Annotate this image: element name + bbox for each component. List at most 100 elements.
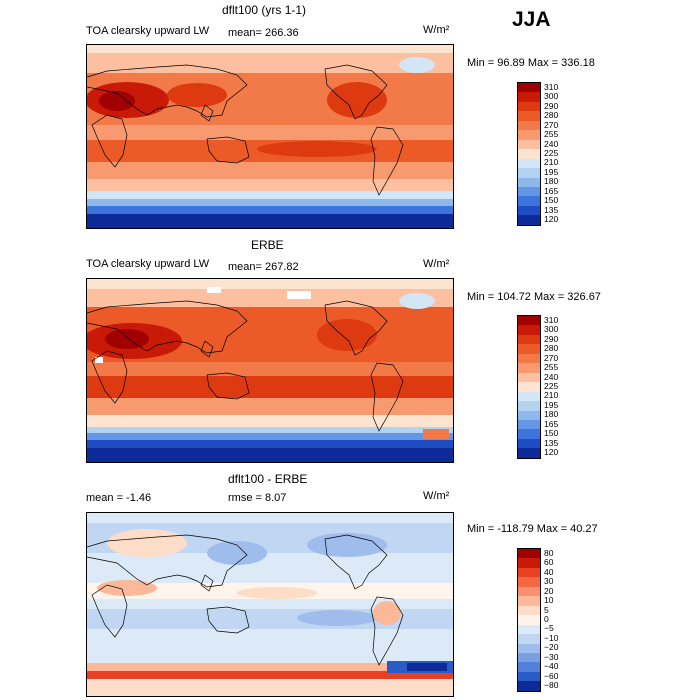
colorbar-level-label: −80 [544,680,559,691]
colorbar-level-label: 135 [544,204,559,215]
colorbar-level-label: 180 [544,176,559,187]
panel1-mean: mean= 266.36 [228,27,299,39]
colorbar-swatch [518,429,540,439]
panel1-colorbar [517,82,541,226]
colorbar-level-label: 165 [544,185,559,196]
panel3-mean: mean = -1.46 [86,492,152,504]
colorbar-swatch [518,634,540,644]
colorbar-swatch [518,615,540,625]
colorbar-level-label: 300 [544,324,559,335]
panel2-title: ERBE [251,238,284,252]
colorbar-swatch [518,139,540,150]
panel1-map [86,44,454,229]
colorbar-level-label: 30 [544,576,554,587]
colorbar-level-label: 270 [544,352,559,363]
colorbar-level-label: 210 [544,157,559,168]
colorbar-level-label: 150 [544,428,559,439]
panel2-variable-label: TOA clearsky upward LW [86,258,210,270]
colorbar-swatch [518,120,540,131]
colorbar-swatch [518,419,540,430]
colorbar-level-label: −5 [544,623,554,634]
colorbar-level-label: 300 [544,91,559,102]
colorbar-swatch [518,567,540,578]
colorbar-level-label: 240 [544,371,559,382]
colorbar-level-label: 290 [544,333,559,344]
colorbar-level-label: 150 [544,195,559,206]
colorbar-swatch [518,448,540,458]
panel3-minmax: Min = -118.79 Max = 40.27 [467,523,598,535]
colorbar-swatch [518,130,540,140]
colorbar-swatch [518,92,540,102]
colorbar-swatch [518,681,540,691]
colorbar-level-label: 310 [544,81,559,92]
colorbar-level-label: 60 [544,557,554,568]
colorbar-level-label: 195 [544,166,559,177]
colorbar-level-label: 135 [544,437,559,448]
colorbar-level-label: 195 [544,399,559,410]
colorbar-swatch [518,391,540,402]
colorbar-swatch [518,586,540,597]
colorbar-swatch [518,149,540,159]
colorbar-level-label: 290 [544,100,559,111]
colorbar-level-label: 180 [544,409,559,420]
colorbar-swatch [518,205,540,216]
colorbar-level-label: 5 [544,604,549,615]
colorbar-swatch [518,177,540,187]
panel3-map [86,512,454,697]
colorbar-level-label: 225 [544,381,559,391]
colorbar-level-label: −20 [544,642,559,653]
colorbar-level-label: 210 [544,390,559,401]
colorbar-level-label: 280 [544,110,559,121]
season-label: JJA [512,8,551,31]
panel1-variable-label: TOA clearsky upward LW [86,25,210,37]
panel1-minmax: Min = 96.89 Max = 336.18 [467,57,595,69]
colorbar-swatch [518,652,540,663]
colorbar-swatch [518,316,540,326]
colorbar-swatch [518,605,540,616]
colorbar-swatch [518,158,540,169]
colorbar-swatch [518,401,540,411]
panel3-units: W/m² [423,490,450,502]
colorbar-level-label: 280 [544,343,559,354]
colorbar-level-label: −10 [544,632,559,643]
colorbar-swatch [518,215,540,225]
colorbar-swatch [518,382,540,392]
panel2-minmax: Min = 104.72 Max = 326.67 [467,291,601,303]
colorbar-swatch [518,344,540,354]
colorbar-level-label: 120 [544,214,559,225]
colorbar-swatch [518,363,540,373]
colorbar-swatch [518,577,540,587]
colorbar-level-label: −30 [544,651,559,662]
colorbar-swatch [518,101,540,112]
colorbar-swatch [518,111,540,121]
colorbar-swatch [518,643,540,653]
colorbar-level-label: 255 [544,129,559,140]
panel1-title: dflt100 (yrs 1-1) [222,3,307,17]
colorbar-swatch [518,558,540,568]
colorbar-swatch [518,325,540,335]
panel2-map [86,278,454,463]
colorbar-level-label: 0 [544,614,549,624]
panel3-title: dflt100 - ERBE [228,472,308,486]
colorbar-swatch [518,671,540,682]
colorbar-level-label: 10 [544,595,554,606]
colorbar-level-label: 225 [544,148,559,158]
colorbar-swatch [518,549,540,559]
colorbar-swatch [518,596,540,606]
colorbar-level-label: 80 [544,547,554,558]
colorbar-swatch [518,334,540,345]
colorbar-level-label: 20 [544,585,554,596]
colorbar-swatch [518,372,540,383]
colorbar-level-label: 120 [544,447,559,458]
colorbar-swatch [518,196,540,206]
colorbar-swatch [518,168,540,178]
panel2-mean: mean= 267.82 [228,261,299,273]
colorbar-level-label: −40 [544,661,559,672]
panel2-units: W/m² [423,258,450,270]
colorbar-swatch [518,353,540,364]
colorbar-level-label: 40 [544,566,554,577]
colorbar-level-label: 165 [544,418,559,429]
colorbar-level-label: 310 [544,314,559,325]
panel1-units: W/m² [423,24,450,36]
panel2-colorbar [517,315,541,459]
